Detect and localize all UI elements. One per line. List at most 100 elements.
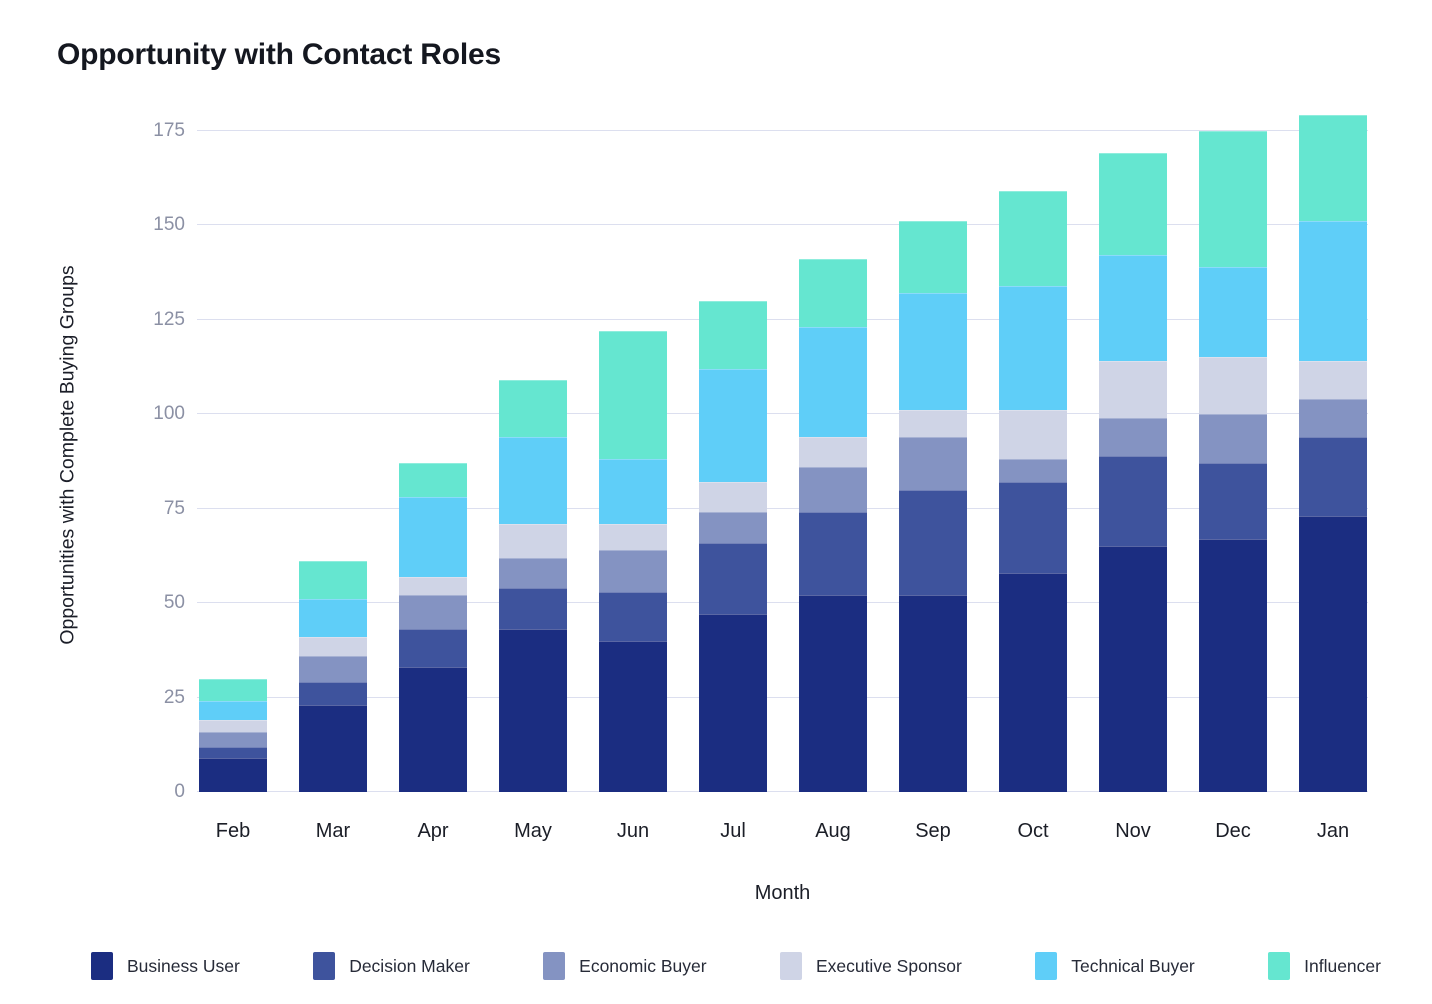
bar-jun[interactable] <box>599 330 667 792</box>
bar-segment-dec-economic-buyer[interactable] <box>1199 414 1267 464</box>
bar-segment-aug-executive-sponsor[interactable] <box>799 436 867 467</box>
bar-segment-apr-economic-buyer[interactable] <box>399 595 467 630</box>
bar-segment-sep-executive-sponsor[interactable] <box>899 410 967 437</box>
bar-segment-may-economic-buyer[interactable] <box>499 557 567 588</box>
bar-segment-mar-executive-sponsor[interactable] <box>299 637 367 656</box>
bar-segment-sep-economic-buyer[interactable] <box>899 436 967 490</box>
bar-segment-mar-technical-buyer[interactable] <box>299 599 367 638</box>
bar-segment-nov-decision-maker[interactable] <box>1099 455 1167 547</box>
bar-segment-jun-technical-buyer[interactable] <box>599 459 667 524</box>
bar-segment-may-business-user[interactable] <box>499 629 567 792</box>
bar-apr[interactable] <box>399 463 467 792</box>
bar-segment-feb-influencer[interactable] <box>199 678 267 702</box>
bar-segment-dec-executive-sponsor[interactable] <box>1199 357 1267 415</box>
bar-oct[interactable] <box>999 191 1067 792</box>
bar-feb[interactable] <box>199 678 267 792</box>
gridline-125 <box>197 318 1368 320</box>
bar-segment-sep-decision-maker[interactable] <box>899 489 967 596</box>
gridline-150 <box>197 224 1368 225</box>
legend-item-executive-sponsor[interactable]: Executive Sponsor <box>779 952 962 980</box>
bar-dec[interactable] <box>1199 130 1267 792</box>
bar-segment-mar-economic-buyer[interactable] <box>299 655 367 683</box>
bar-segment-dec-influencer[interactable] <box>1199 130 1267 267</box>
bar-segment-apr-executive-sponsor[interactable] <box>399 576 467 596</box>
legend-item-decision-maker[interactable]: Decision Maker <box>313 952 470 980</box>
bar-segment-oct-economic-buyer[interactable] <box>999 459 1067 483</box>
bar-mar[interactable] <box>299 561 367 792</box>
bar-segment-jun-influencer[interactable] <box>599 330 667 460</box>
bar-segment-dec-decision-maker[interactable] <box>1199 463 1267 539</box>
x-tick-label-may: May <box>514 820 552 842</box>
bar-segment-may-decision-maker[interactable] <box>499 587 567 630</box>
legend-item-economic-buyer[interactable]: Economic Buyer <box>543 952 707 980</box>
bar-segment-jan-executive-sponsor[interactable] <box>1299 361 1367 399</box>
gridline-175 <box>197 129 1368 131</box>
bar-segment-may-executive-sponsor[interactable] <box>499 523 567 558</box>
bar-segment-dec-technical-buyer[interactable] <box>1199 266 1267 358</box>
bar-segment-jun-executive-sponsor[interactable] <box>599 523 667 551</box>
bar-segment-jul-business-user[interactable] <box>699 614 767 792</box>
bar-segment-aug-decision-maker[interactable] <box>799 512 867 596</box>
bar-segment-apr-influencer[interactable] <box>399 463 467 498</box>
bar-jul[interactable] <box>699 300 767 792</box>
bar-segment-jun-decision-maker[interactable] <box>599 591 667 641</box>
bar-segment-oct-technical-buyer[interactable] <box>999 285 1067 411</box>
legend-item-business-user[interactable]: Business User <box>91 952 240 980</box>
bar-segment-dec-business-user[interactable] <box>1199 538 1267 792</box>
bar-segment-feb-economic-buyer[interactable] <box>199 731 267 747</box>
bar-segment-nov-technical-buyer[interactable] <box>1099 255 1167 362</box>
bar-segment-oct-influencer[interactable] <box>999 191 1067 286</box>
bar-segment-may-technical-buyer[interactable] <box>499 436 567 524</box>
bar-segment-sep-influencer[interactable] <box>899 221 967 294</box>
bar-segment-aug-technical-buyer[interactable] <box>799 327 867 437</box>
bar-may[interactable] <box>499 380 567 792</box>
bar-segment-mar-business-user[interactable] <box>299 705 367 792</box>
bar-segment-nov-executive-sponsor[interactable] <box>1099 361 1167 418</box>
legend-item-influencer[interactable]: Influencer <box>1268 952 1381 980</box>
bar-segment-feb-technical-buyer[interactable] <box>199 701 267 721</box>
bar-segment-oct-business-user[interactable] <box>999 572 1067 792</box>
bar-segment-jul-influencer[interactable] <box>699 300 767 369</box>
bar-segment-sep-technical-buyer[interactable] <box>899 293 967 411</box>
bar-segment-jun-business-user[interactable] <box>599 640 667 792</box>
bar-segment-may-influencer[interactable] <box>499 380 567 437</box>
bar-segment-aug-economic-buyer[interactable] <box>799 466 867 513</box>
bar-segment-feb-executive-sponsor[interactable] <box>199 720 267 732</box>
bar-segment-aug-business-user[interactable] <box>799 595 867 792</box>
bar-segment-jul-technical-buyer[interactable] <box>699 368 767 483</box>
bar-segment-nov-business-user[interactable] <box>1099 546 1167 792</box>
bar-segment-jul-decision-maker[interactable] <box>699 542 767 615</box>
y-axis-tick-labels: 0 25 50 75 100 125 150 175 <box>100 108 185 802</box>
bar-segment-jan-business-user[interactable] <box>1299 516 1367 792</box>
x-tick-label-nov: Nov <box>1115 820 1151 842</box>
y-tick-label-75: 75 <box>163 497 185 519</box>
bar-segment-mar-decision-maker[interactable] <box>299 682 367 706</box>
bar-nov[interactable] <box>1099 153 1167 792</box>
bar-segment-jan-decision-maker[interactable] <box>1299 436 1367 517</box>
x-tick-label-apr: Apr <box>417 820 449 842</box>
bar-segment-apr-technical-buyer[interactable] <box>399 497 467 577</box>
bar-aug[interactable] <box>799 259 867 792</box>
bar-segment-apr-decision-maker[interactable] <box>399 629 467 668</box>
bar-segment-oct-executive-sponsor[interactable] <box>999 410 1067 460</box>
bar-segment-apr-business-user[interactable] <box>399 667 467 792</box>
bar-segment-aug-influencer[interactable] <box>799 259 867 328</box>
bar-segment-feb-decision-maker[interactable] <box>199 746 267 758</box>
bar-segment-jan-technical-buyer[interactable] <box>1299 221 1367 362</box>
bar-segment-nov-influencer[interactable] <box>1099 153 1167 256</box>
bar-segment-feb-business-user[interactable] <box>199 757 267 792</box>
bar-segment-jul-executive-sponsor[interactable] <box>699 482 767 513</box>
bar-segment-jan-influencer[interactable] <box>1299 115 1367 222</box>
legend-item-technical-buyer[interactable]: Technical Buyer <box>1035 952 1195 980</box>
bar-segment-oct-decision-maker[interactable] <box>999 482 1067 573</box>
bar-segment-mar-influencer[interactable] <box>299 561 367 600</box>
legend-label-decision-maker: Decision Maker <box>349 955 470 976</box>
bar-segment-jul-economic-buyer[interactable] <box>699 512 767 543</box>
chart-title: Opportunity with Contact Roles <box>57 38 501 71</box>
bar-sep[interactable] <box>899 221 967 792</box>
bar-segment-nov-economic-buyer[interactable] <box>1099 417 1167 456</box>
bar-segment-jun-economic-buyer[interactable] <box>599 550 667 592</box>
bar-segment-sep-business-user[interactable] <box>899 595 967 792</box>
bar-jan[interactable] <box>1299 115 1367 792</box>
bar-segment-jan-economic-buyer[interactable] <box>1299 398 1367 437</box>
